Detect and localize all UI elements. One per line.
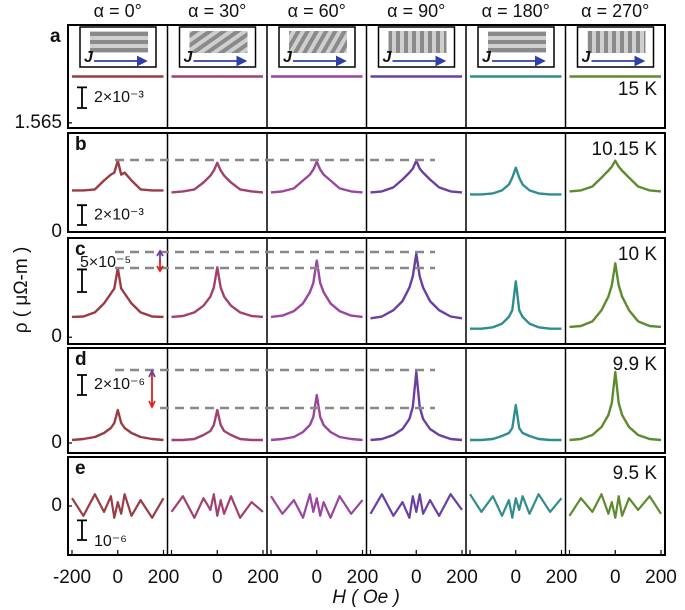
arrow	[148, 372, 156, 410]
data-line	[569, 370, 662, 442]
y-axis-label: ρ ( μΩ-m )	[11, 247, 32, 334]
temperature-label: 10.15 K	[592, 139, 658, 160]
x-tick-label: 0	[112, 567, 123, 588]
temperature-label: 15 K	[618, 79, 657, 100]
data-line	[270, 259, 363, 319]
y-tick-label: 0	[51, 495, 62, 516]
scale-bar-label: 2×10⁻³	[94, 89, 144, 106]
scale-bar	[77, 268, 87, 293]
column-title: α = 0°	[94, 1, 142, 21]
x-tick-label: 200	[148, 567, 180, 588]
scale-bar	[77, 519, 87, 541]
scale-bar	[77, 204, 87, 226]
temperature-label: 10 K	[618, 244, 657, 265]
x-tick-label: -200	[53, 567, 91, 588]
panel-letter: b	[75, 134, 87, 155]
inset-current: J	[383, 49, 393, 66]
inset-stripes	[488, 31, 546, 53]
x-tick-label: 0	[411, 567, 422, 588]
inset-current: J	[84, 49, 94, 66]
column-title: α = 30°	[188, 1, 246, 21]
data-line	[470, 166, 562, 196]
annotations	[115, 158, 435, 410]
panel-letter: d	[75, 349, 87, 370]
inset-stripes	[587, 31, 646, 53]
x-tick-label: 0	[510, 567, 521, 588]
x-tick-label: 200	[347, 567, 379, 588]
inset-current: J	[184, 49, 194, 66]
data-line	[170, 493, 264, 519]
data-line	[270, 160, 363, 194]
arrow	[148, 368, 156, 378]
arrow	[156, 260, 164, 273]
data-line	[71, 493, 165, 519]
y-tick-label: 0	[51, 326, 62, 347]
panel-letter: a	[50, 26, 61, 47]
temperature-label: 9.9 K	[613, 354, 658, 375]
column-title: α = 60°	[288, 1, 346, 21]
column-title: α = 90°	[387, 1, 445, 21]
data-line	[469, 493, 563, 519]
data-line	[470, 280, 562, 330]
panel-letter: e	[75, 458, 86, 479]
data-line	[71, 408, 164, 442]
data-line	[171, 408, 263, 442]
inset-stripes	[388, 31, 447, 53]
data-line	[72, 159, 164, 192]
x-tick-label: 0	[610, 567, 621, 588]
data-line	[369, 493, 463, 519]
inset-stripes	[289, 31, 347, 53]
scale-bar-label: 10⁻⁶	[94, 533, 127, 550]
scale-bar	[77, 86, 87, 109]
data-line	[470, 403, 562, 442]
inset-stripes	[189, 31, 248, 53]
inset-current: J	[482, 49, 492, 66]
y-tick-label: 1.565	[14, 112, 62, 133]
data-line	[171, 266, 264, 319]
data-line	[270, 493, 364, 519]
y-tick-label: 0	[51, 221, 62, 242]
x-tick-label: 0	[311, 567, 322, 588]
data-line	[171, 161, 264, 194]
inset-current: J	[283, 49, 293, 66]
data-line	[370, 159, 463, 194]
panel-letter: c	[75, 239, 86, 260]
inset-stripes	[90, 31, 148, 53]
data-line	[569, 262, 662, 329]
data-line	[568, 493, 662, 519]
inset-current: J	[582, 49, 592, 66]
data-line	[569, 159, 662, 193]
x-tick-label: 200	[446, 567, 478, 588]
temperature-label: 9.5 K	[613, 463, 658, 484]
x-tick-label: 200	[546, 567, 578, 588]
column-title: α = 270°	[581, 1, 649, 21]
x-tick-label: 200	[247, 567, 279, 588]
x-tick-label: 200	[645, 567, 677, 588]
scale-bar-label: 2×10⁻⁶	[94, 376, 145, 393]
scale-bar-label: 2×10⁻³	[94, 206, 144, 223]
x-axis-label: H ( Oe )	[332, 587, 400, 608]
data-line	[270, 393, 363, 442]
data-line	[370, 370, 463, 442]
scale-bar	[77, 374, 87, 396]
column-title: α = 180°	[482, 1, 550, 21]
data-line	[370, 252, 463, 320]
x-tick-label: 0	[212, 567, 223, 588]
y-tick-label: 0	[51, 432, 62, 453]
